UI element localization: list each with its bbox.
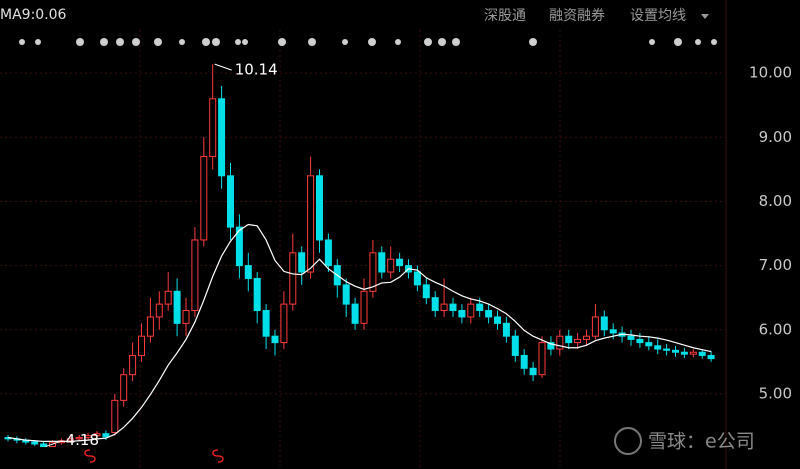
candle-body <box>538 342 546 376</box>
candle-body <box>66 438 74 442</box>
candle-body <box>298 252 306 273</box>
candle-body <box>200 156 208 241</box>
y-tick-label: 8.00 <box>759 192 792 210</box>
candle-body <box>227 175 234 228</box>
candle-body <box>146 316 154 337</box>
candle-body <box>93 433 101 437</box>
candle-body <box>262 310 270 337</box>
candle-body <box>360 290 368 324</box>
candle-body <box>574 338 582 344</box>
candle-body <box>182 310 190 324</box>
y-tick-label: 6.00 <box>759 320 792 338</box>
candle-body <box>244 265 252 279</box>
candle-body <box>138 335 145 356</box>
candle-body <box>458 310 466 318</box>
candle-body <box>707 354 715 360</box>
candle-body <box>591 316 599 337</box>
candle-body <box>40 443 48 448</box>
candle-body <box>422 284 430 299</box>
candle-body <box>316 175 323 241</box>
candle-body <box>502 322 510 337</box>
watermark-text: 雪球：e公司 <box>648 431 755 453</box>
candle-body <box>565 335 573 344</box>
candle-body <box>636 338 644 344</box>
candle-body <box>155 303 163 318</box>
candle-body <box>476 303 484 312</box>
candle-body <box>511 335 519 356</box>
candle-body <box>120 374 128 401</box>
candle-body <box>654 345 662 350</box>
candle-body <box>31 441 39 445</box>
candle-body <box>351 303 359 324</box>
candle-body <box>609 329 617 334</box>
event-markers <box>19 38 717 46</box>
candle-body <box>520 354 528 369</box>
header-button[interactable]: 融资融券 <box>549 8 605 24</box>
candle-body <box>111 399 119 433</box>
candle-body <box>529 367 537 376</box>
candle-body <box>84 435 92 439</box>
candle-body <box>556 335 564 350</box>
vertical-grid <box>139 30 561 469</box>
candle-body <box>583 335 590 340</box>
candle-body <box>413 271 421 286</box>
candle-body <box>235 226 243 267</box>
candle-body <box>129 354 137 376</box>
candle-body <box>280 303 288 344</box>
y-tick-label: 5.00 <box>759 384 792 402</box>
candle-body <box>378 252 386 273</box>
candle-body <box>75 437 83 440</box>
y-tick-label: 7.00 <box>759 256 792 274</box>
candle-body <box>431 297 439 312</box>
candle-body <box>689 351 697 355</box>
candle-body <box>547 342 555 350</box>
candle-body <box>102 433 110 438</box>
watermark: 雪球：e公司 <box>614 427 755 455</box>
header-button[interactable]: 深股通 <box>484 8 526 24</box>
candle-body <box>369 252 377 292</box>
candle-body <box>600 316 608 331</box>
candle-body <box>387 258 395 273</box>
annotation-arrow <box>45 440 63 448</box>
annotation-arrow <box>214 63 232 71</box>
annotation-label: 4.18 <box>66 431 99 449</box>
candle-body <box>494 316 501 324</box>
candle-body <box>307 175 315 273</box>
signal-markers <box>84 449 224 463</box>
dropdown-caret <box>701 14 709 19</box>
y-tick-label: 10.00 <box>749 64 792 82</box>
candle-body <box>449 303 457 312</box>
ma-line <box>7 223 712 443</box>
candle-body <box>191 239 199 312</box>
candle-body <box>485 310 493 318</box>
candle-body <box>218 98 226 177</box>
candle-body <box>672 349 679 353</box>
annotation-label: 10.14 <box>235 61 278 79</box>
candle-body <box>164 290 172 305</box>
candle-body <box>271 335 279 344</box>
candle-body <box>440 303 448 312</box>
indicator: MA9:0.06 <box>0 7 67 23</box>
candle-body <box>253 277 261 312</box>
candle-body <box>645 342 653 347</box>
candle-body <box>342 284 350 305</box>
candle-body <box>627 335 635 340</box>
candle-body <box>209 98 217 158</box>
candle-body <box>289 252 297 305</box>
candle-body <box>173 290 181 324</box>
header-button[interactable]: 设置均线 <box>630 8 686 24</box>
candle-body <box>324 239 332 267</box>
candle-body <box>698 351 706 356</box>
candle-body <box>467 303 475 318</box>
candle-body <box>663 348 671 351</box>
candle-body <box>680 351 688 355</box>
y-tick-label: 9.00 <box>759 128 792 146</box>
candle-body <box>396 258 404 267</box>
